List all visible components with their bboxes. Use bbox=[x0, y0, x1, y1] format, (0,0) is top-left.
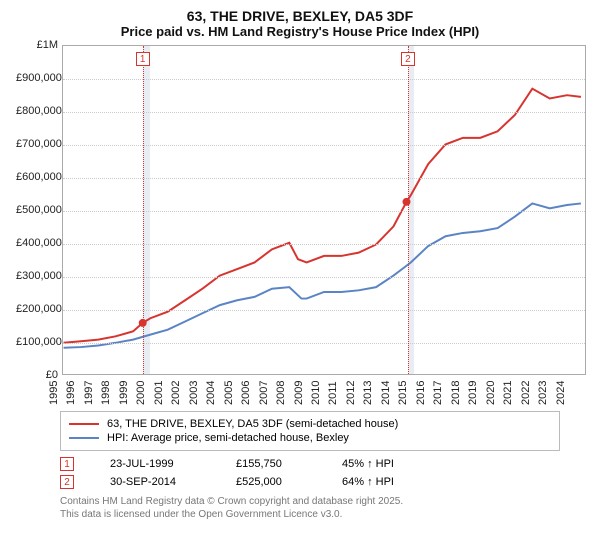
xtick-label: 2011 bbox=[328, 381, 332, 405]
x-axis-ticks: 1995199619971998199920002001200220032004… bbox=[62, 377, 586, 407]
ytick-label: £100,000 bbox=[16, 336, 58, 348]
xtick-label: 2015 bbox=[397, 381, 401, 405]
xtick-label: 2016 bbox=[415, 381, 419, 405]
xtick-label: 2023 bbox=[537, 381, 541, 405]
title-line-1: 63, THE DRIVE, BEXLEY, DA5 3DF bbox=[10, 8, 590, 24]
sale-number-box: 2 bbox=[60, 475, 74, 489]
xtick-label: 2000 bbox=[135, 381, 139, 405]
sale-row: 1 23-JUL-1999 £155,750 45% ↑ HPI bbox=[60, 457, 580, 471]
ytick-label: £300,000 bbox=[16, 270, 58, 282]
legend-item: HPI: Average price, semi-detached house,… bbox=[69, 432, 551, 444]
legend-swatch bbox=[69, 423, 99, 425]
xtick-label: 2006 bbox=[240, 381, 244, 405]
legend-label: 63, THE DRIVE, BEXLEY, DA5 3DF (semi-det… bbox=[107, 418, 398, 430]
xtick-label: 2020 bbox=[484, 381, 488, 405]
xtick-label: 2004 bbox=[205, 381, 209, 405]
xtick-label: 2003 bbox=[187, 381, 191, 405]
xtick-label: 2005 bbox=[222, 381, 226, 405]
footnote: Contains HM Land Registry data © Crown c… bbox=[60, 495, 580, 521]
xtick-label: 1999 bbox=[118, 381, 122, 405]
xtick-label: 2017 bbox=[432, 381, 436, 405]
legend: 63, THE DRIVE, BEXLEY, DA5 3DF (semi-det… bbox=[60, 411, 560, 451]
ytick-label: £900,000 bbox=[16, 72, 58, 84]
gridline bbox=[63, 145, 585, 146]
legend-item: 63, THE DRIVE, BEXLEY, DA5 3DF (semi-det… bbox=[69, 418, 551, 430]
sale-events: 1 23-JUL-1999 £155,750 45% ↑ HPI 2 30-SEP-201… bbox=[60, 457, 580, 489]
ytick-label: £700,000 bbox=[16, 138, 58, 150]
xtick-label: 2010 bbox=[310, 381, 314, 405]
ytick-label: £500,000 bbox=[16, 204, 58, 216]
xtick-label: 2012 bbox=[345, 381, 349, 405]
sale-callout: 2 bbox=[401, 52, 415, 66]
xtick-label: 2014 bbox=[380, 381, 384, 405]
xtick-label: 2024 bbox=[554, 381, 558, 405]
gridline bbox=[63, 112, 585, 113]
xtick-label: 2021 bbox=[502, 381, 506, 405]
sale-number-box: 1 bbox=[60, 457, 74, 471]
xtick-label: 1997 bbox=[83, 381, 87, 405]
chart-svg bbox=[63, 46, 585, 374]
title-line-2: Price paid vs. HM Land Registry's House … bbox=[10, 24, 590, 39]
ytick-label: £800,000 bbox=[16, 105, 58, 117]
gridline bbox=[63, 277, 585, 278]
sale-row: 2 30-SEP-2014 £525,000 64% ↑ HPI bbox=[60, 475, 580, 489]
footnote-line-2: This data is licensed under the Open Gov… bbox=[60, 508, 580, 521]
plot-area: 12 bbox=[62, 45, 586, 375]
sale-price: £525,000 bbox=[236, 476, 306, 488]
gridline bbox=[63, 178, 585, 179]
xtick-label: 2001 bbox=[153, 381, 157, 405]
xtick-label: 2022 bbox=[519, 381, 523, 405]
gridline bbox=[63, 343, 585, 344]
gridline bbox=[63, 244, 585, 245]
xtick-label: 1996 bbox=[65, 381, 69, 405]
sale-vline bbox=[143, 46, 144, 374]
sale-marker bbox=[403, 198, 411, 206]
ytick-label: £400,000 bbox=[16, 237, 58, 249]
ytick-label: £200,000 bbox=[16, 303, 58, 315]
xtick-label: 1998 bbox=[100, 381, 104, 405]
gridline bbox=[63, 79, 585, 80]
sale-date: 30-SEP-2014 bbox=[110, 476, 200, 488]
xtick-label: 2019 bbox=[467, 381, 471, 405]
xtick-label: 2007 bbox=[257, 381, 261, 405]
xtick-label: 2018 bbox=[449, 381, 453, 405]
xtick-label: 2008 bbox=[275, 381, 279, 405]
ytick-label: £600,000 bbox=[16, 171, 58, 183]
xtick-label: 2002 bbox=[170, 381, 174, 405]
footnote-line-1: Contains HM Land Registry data © Crown c… bbox=[60, 495, 580, 508]
xtick-label: 2013 bbox=[362, 381, 366, 405]
ytick-label: £1M bbox=[16, 39, 58, 51]
sale-callout: 1 bbox=[136, 52, 150, 66]
sale-delta: 64% ↑ HPI bbox=[342, 476, 432, 488]
series-price_paid bbox=[64, 89, 581, 343]
gridline bbox=[63, 211, 585, 212]
legend-swatch bbox=[69, 437, 99, 439]
xtick-label: 2009 bbox=[292, 381, 296, 405]
gridline bbox=[63, 310, 585, 311]
sale-vline bbox=[408, 46, 409, 374]
sale-delta: 45% ↑ HPI bbox=[342, 458, 432, 470]
xtick-label: 1995 bbox=[48, 381, 52, 405]
chart: £0 £100,000 £200,000 £300,000 £400,000 £500,0… bbox=[16, 45, 590, 405]
sale-price: £155,750 bbox=[236, 458, 306, 470]
sale-date: 23-JUL-1999 bbox=[110, 458, 200, 470]
legend-label: HPI: Average price, semi-detached house,… bbox=[107, 432, 349, 444]
ytick-label: £0 bbox=[16, 369, 58, 381]
